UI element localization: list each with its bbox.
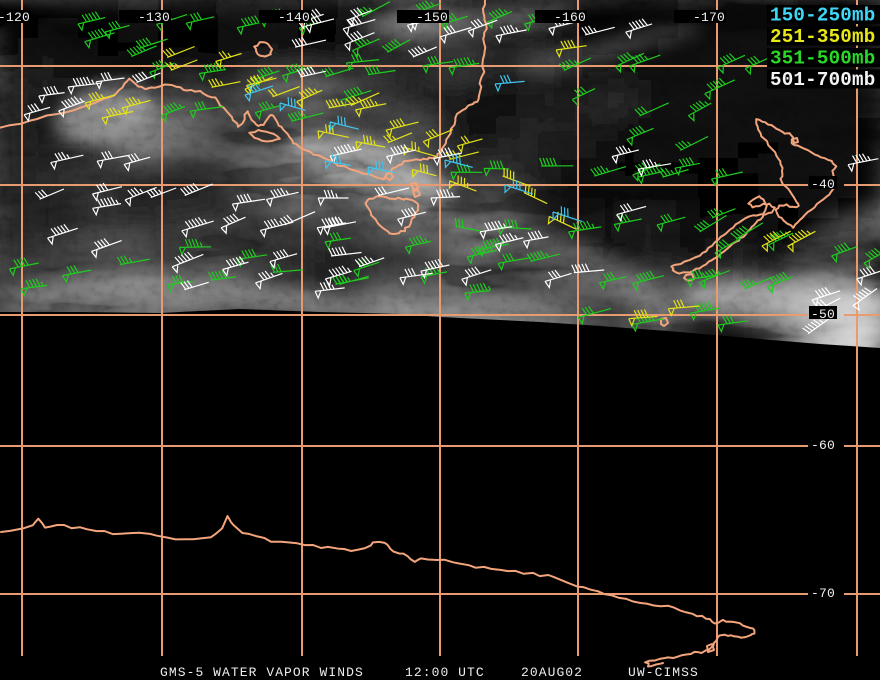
svg-text:-70: -70 — [811, 586, 835, 601]
svg-text:351-500mb: 351-500mb — [770, 48, 875, 70]
svg-text:501-700mb: 501-700mb — [770, 69, 875, 91]
svg-text:GMS-5 WATER VAPOR WINDS: GMS-5 WATER VAPOR WINDS — [160, 665, 364, 680]
svg-text:-150: -150 — [416, 10, 448, 25]
svg-text:-40: -40 — [811, 177, 835, 192]
svg-text:-140: -140 — [278, 10, 310, 25]
svg-text:-120: -120 — [0, 10, 30, 25]
svg-text:12:00 UTC: 12:00 UTC — [405, 665, 485, 680]
svg-text:-170: -170 — [693, 10, 725, 25]
svg-text:150-250mb: 150-250mb — [770, 5, 875, 27]
svg-text:20AUG02: 20AUG02 — [521, 665, 583, 680]
svg-text:UW-CIMSS: UW-CIMSS — [628, 665, 699, 680]
svg-text:251-350mb: 251-350mb — [770, 26, 875, 48]
svg-text:-50: -50 — [811, 307, 835, 322]
svg-text:-60: -60 — [811, 438, 835, 453]
svg-text:-130: -130 — [138, 10, 170, 25]
svg-text:-160: -160 — [554, 10, 586, 25]
